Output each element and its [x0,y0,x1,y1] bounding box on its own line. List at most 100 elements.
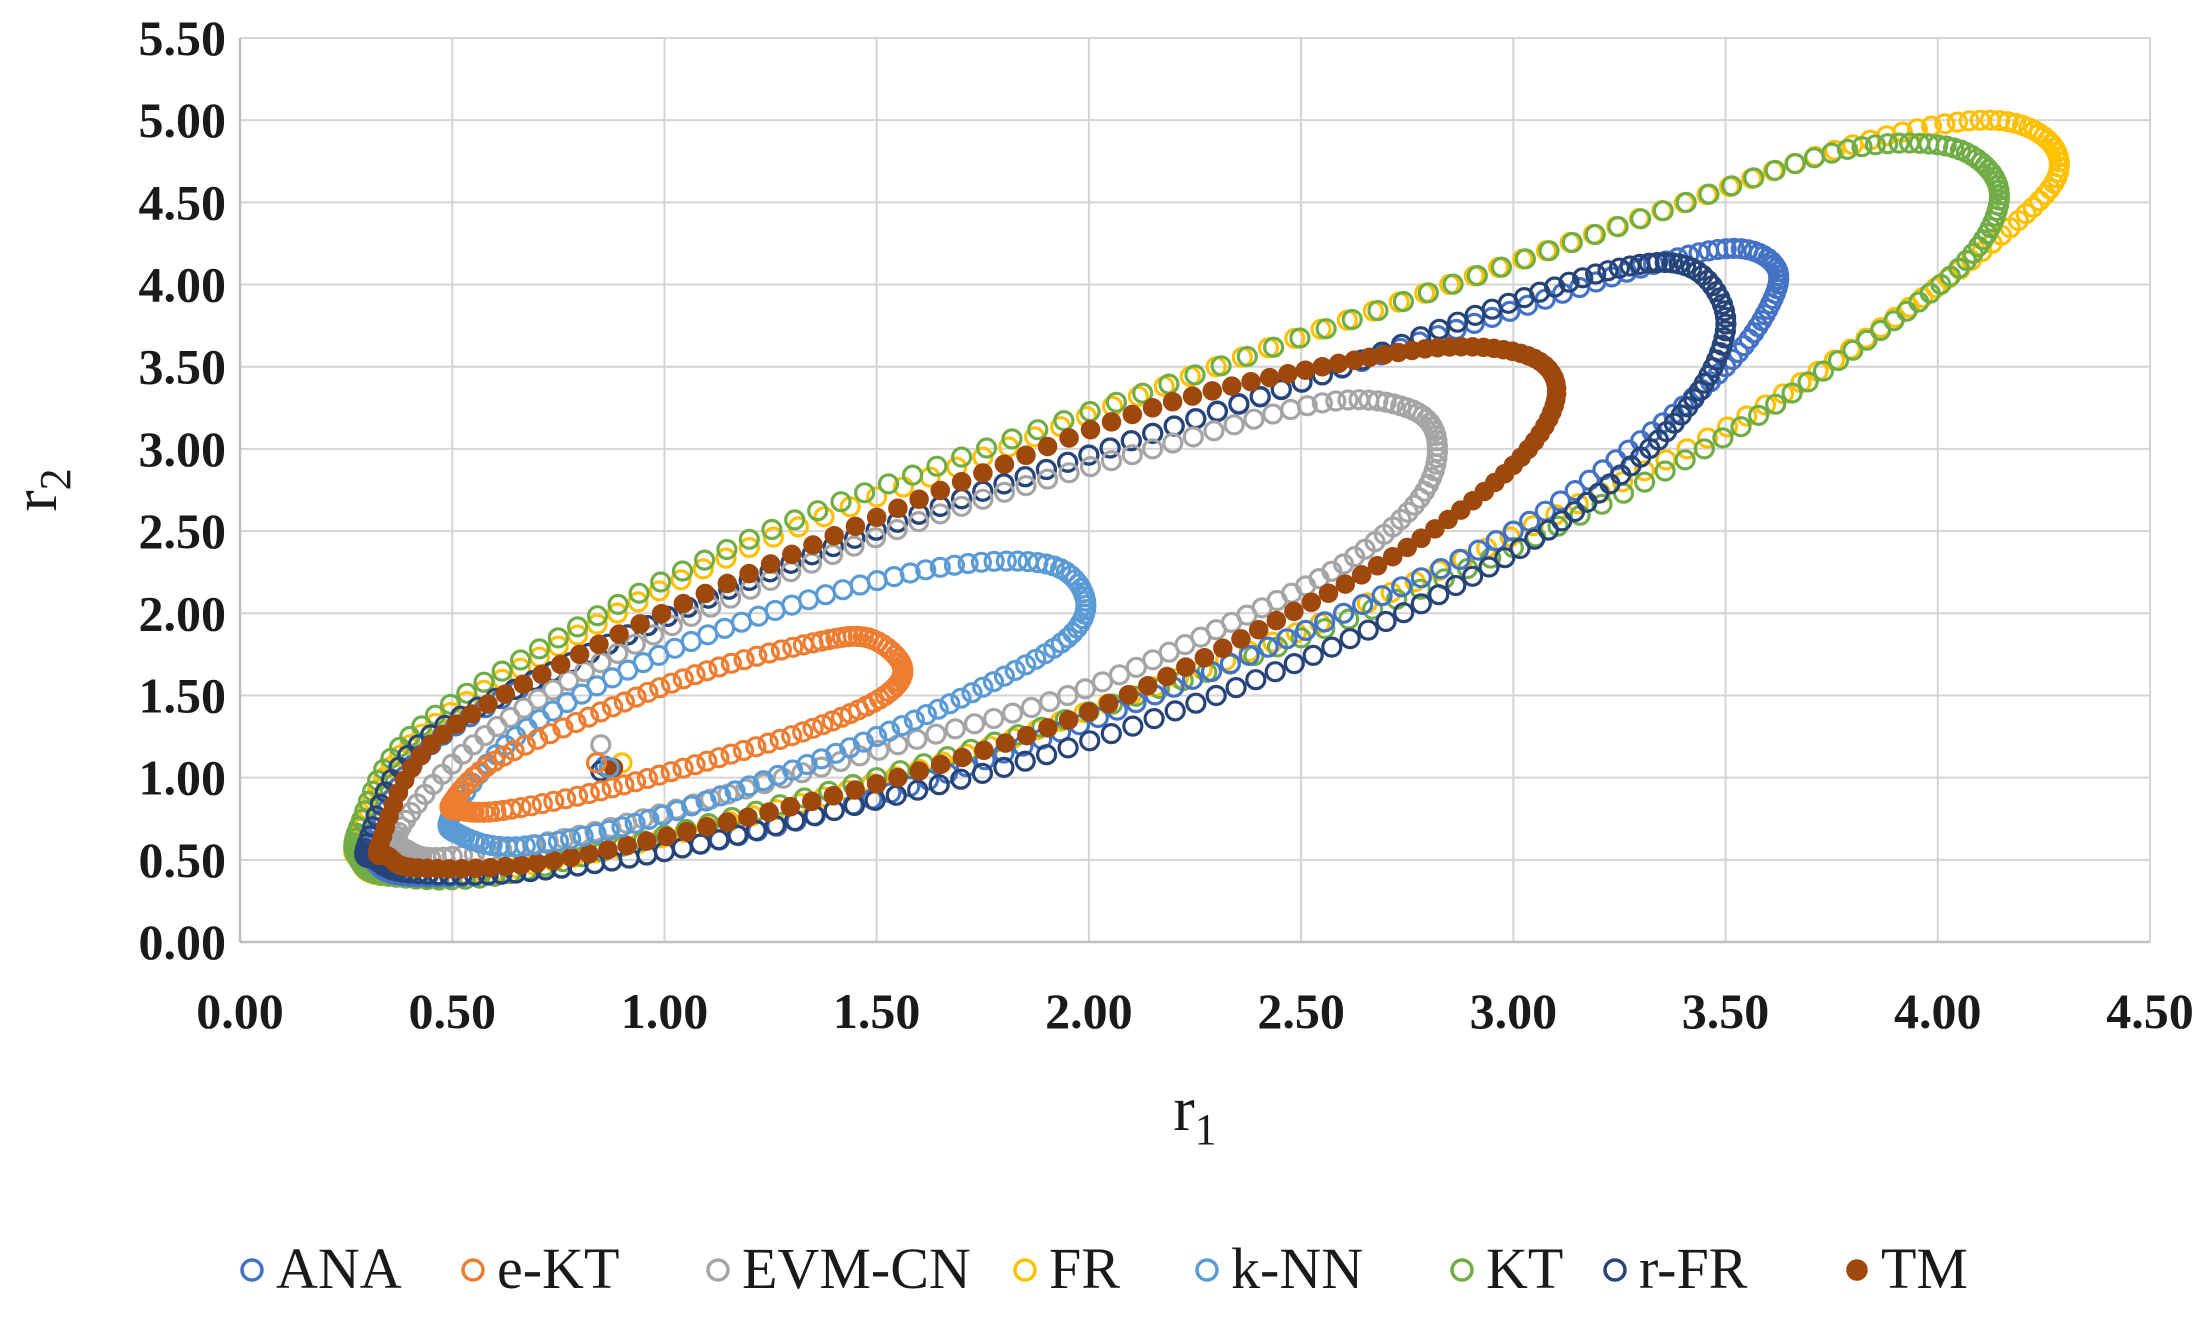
data-point [746,645,768,667]
data-point [926,455,948,477]
data-point [810,756,832,778]
data-point [1934,113,1956,135]
data-point [963,713,986,735]
data-point [536,832,558,854]
data-point [554,788,577,810]
data-point [782,636,804,658]
data-point [950,687,972,709]
data-point [888,767,908,788]
data-point [995,733,1016,753]
data-point [1100,450,1123,472]
data-point [524,834,547,856]
data-point [1864,134,1887,156]
legend-marker [1450,1258,1474,1282]
data-point [757,732,779,754]
data-point [822,543,844,566]
data-point [488,835,510,858]
data-point [514,734,536,756]
data-point [769,728,791,751]
data-point [781,725,803,747]
data-point [927,698,949,720]
data-point [1549,490,1572,512]
data-point [1425,519,1445,539]
data-point [961,682,983,704]
data-point [684,664,706,686]
data-point [1142,398,1163,418]
data-point [1182,386,1203,406]
data-point [473,671,495,693]
legend-label: r-FR [1639,1236,1748,1301]
data-point [1721,175,1743,197]
data-point [1099,693,1119,714]
data-point [1142,649,1164,671]
series-evm-cn [386,389,1449,869]
legend-label: k-NN [1231,1236,1363,1301]
data-point [672,757,694,779]
data-point [760,554,781,574]
data-point [1074,678,1096,700]
data-point [925,723,947,745]
data-point [972,676,994,698]
data-point [708,747,730,769]
data-point [531,792,553,815]
data-point [1485,529,1507,552]
data-point [463,766,485,788]
data-point [792,721,814,743]
data-point [1058,710,1079,730]
data-point [589,634,609,655]
x-tick-label: 4.00 [1894,983,1982,1039]
data-point [738,775,760,797]
data-point [803,535,823,555]
data-point [993,473,1015,495]
data-point [1630,208,1652,230]
data-point [1301,592,1322,613]
data-point [651,603,672,624]
data-point [527,853,547,873]
data-point [1259,367,1280,388]
data-point [1007,550,1029,572]
data-point [1122,715,1144,737]
data-point [1015,475,1037,497]
data-point [1754,394,1777,416]
data-point [738,528,760,550]
legend-marker [1195,1258,1219,1282]
data-point [993,481,1016,503]
data-point [552,717,574,739]
data-point [1842,339,1864,361]
y-tick-label: 2.00 [139,585,227,641]
data-point [1674,449,1696,471]
data-point [586,605,609,627]
data-point [440,794,462,816]
data-point [1142,422,1164,444]
data-point [761,518,783,541]
data-point [503,739,525,762]
data-point [1869,319,1892,342]
start-point [590,734,612,756]
data-point [983,707,1005,730]
data-point [1162,432,1184,454]
data-point [1461,565,1484,587]
data-point [821,710,844,732]
data-point [1375,610,1397,633]
data-point [1856,329,1878,351]
data-point [486,715,508,738]
data-point [601,777,623,799]
data-point [1037,436,1058,457]
data-point [1202,381,1223,401]
data-point [542,679,564,701]
data-point [951,472,972,492]
data-point [578,782,600,805]
data-point [1184,364,1206,386]
data-point [1502,520,1524,542]
data-point [983,550,1005,573]
data-point [590,780,612,802]
data-point [1164,700,1186,722]
data-point [1442,273,1464,295]
data-point [1241,371,1261,392]
legend-marker [240,1258,264,1282]
data-point [1877,133,1899,155]
data-point [1222,376,1242,396]
data-point [899,562,921,584]
data-point [1176,657,1196,677]
data-point [720,652,743,674]
